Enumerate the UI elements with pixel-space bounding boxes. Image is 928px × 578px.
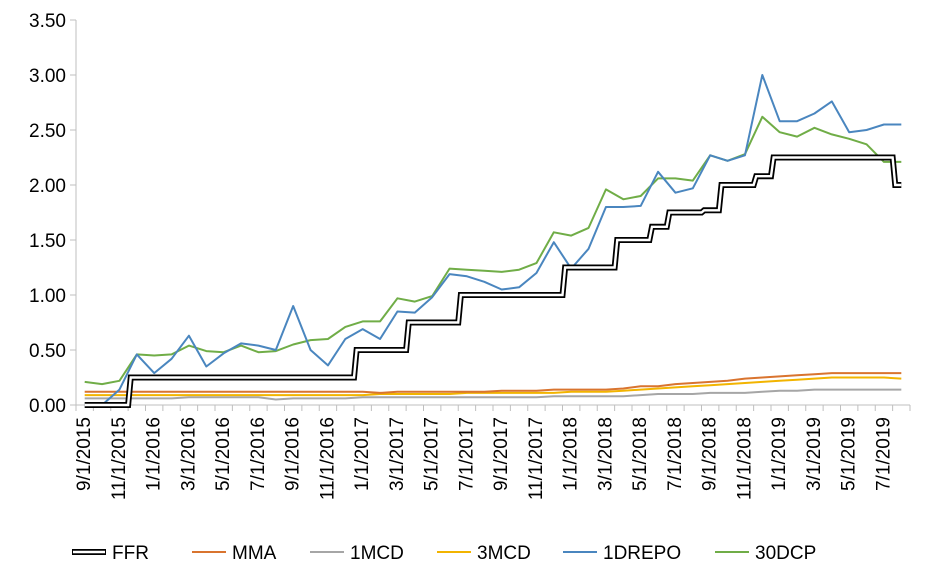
x-tick-label: 5/1/2016 [213,417,234,491]
x-tick-label: 9/1/2016 [283,417,304,491]
legend-item-mma: MMA [192,543,277,564]
legend-item-1mcd: 1MCD [310,543,404,564]
legend-item-30dcp: 30DCP [715,543,816,564]
legend-item-3mcd: 3MCD [437,543,531,564]
x-tick-label: 7/1/2018 [665,417,686,491]
legend-label: 1MCD [350,543,404,564]
y-tick-label: 0.00 [29,396,66,417]
legend-label: 3MCD [477,543,531,564]
x-tick-label: 11/1/2017 [526,417,547,500]
legend-item-ffr: FFR [72,543,149,564]
y-tick-label: 3.50 [29,11,66,32]
x-tick-label: 1/1/2016 [144,417,165,491]
x-tick-label: 11/1/2016 [317,417,338,500]
x-tick-label: 9/1/2018 [700,417,721,491]
legend-item-1drepo: 1DREPO [563,543,681,564]
x-tick-label: 11/1/2018 [734,417,755,500]
x-tick-label: 3/1/2016 [178,417,199,491]
legend-label: 30DCP [755,543,816,564]
y-tick-label: 1.50 [29,231,66,252]
x-tick-label: 9/1/2017 [491,417,512,491]
x-tick-label: 3/1/2019 [804,417,825,491]
series-line-3mcd [84,376,902,397]
y-tick-label: 2.00 [29,176,66,197]
y-tick-label: 2.50 [29,121,66,142]
series-lines [84,74,902,408]
x-tick-label: 5/1/2019 [839,417,860,491]
y-tick-label: 1.00 [29,286,66,307]
x-tick-label: 7/1/2019 [873,417,894,491]
series-line-inner-ffr [84,156,902,407]
series-line-ffr [84,154,902,408]
series-line-1mcd [84,388,902,401]
legend: FFR MMA 1MCD 3MCD 1DREPO 30DCP [72,543,816,564]
legend-label: FFR [112,543,149,564]
axes: 0.00 0.50 1.00 1.50 2.00 2.50 3.00 3.50 9/1/2015… [29,11,911,500]
x-tick-label: 1/1/2018 [561,417,582,491]
legend-label: MMA [232,543,277,564]
y-tick-label: 0.50 [29,341,66,362]
x-tick-label: 1/1/2019 [769,417,790,491]
y-tick-label: 3.00 [29,66,66,87]
x-tick-label: 7/1/2017 [456,417,477,491]
x-tick-label: 3/1/2018 [595,417,616,491]
x-tick-label: 11/1/2015 [109,417,130,500]
x-tick-label: 1/1/2017 [352,417,373,491]
x-tick-label: 9/1/2015 [74,417,95,491]
x-tick-label: 7/1/2016 [248,417,269,491]
series-line-1drepo [84,74,902,406]
x-tick-label: 5/1/2017 [422,417,443,491]
series-line-30dcp [84,115,902,386]
x-tick-label: 3/1/2017 [387,417,408,491]
legend-label: 1DREPO [603,543,681,564]
series-line-mma [84,372,902,394]
x-tick-label: 5/1/2018 [630,417,651,491]
